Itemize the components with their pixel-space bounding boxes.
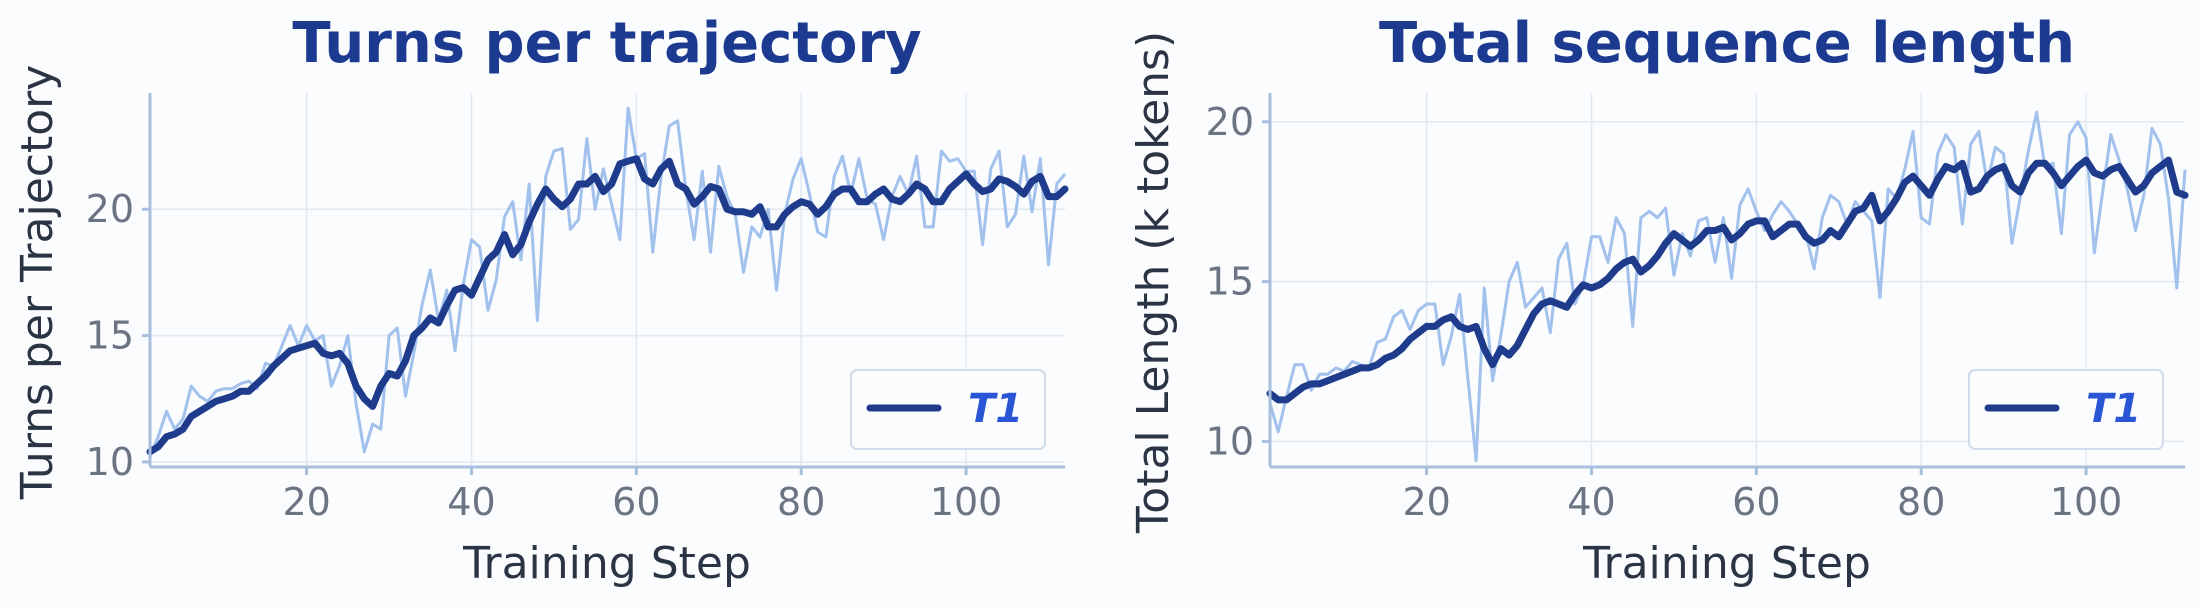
legend-label: T1 [2086,386,2141,432]
x-tick-label: 80 [777,480,825,524]
y-tick-label: 20 [86,187,134,231]
chart-title: Turns per trajectory [292,11,921,76]
x-tick-label: 100 [930,480,1003,524]
x-tick-label: 20 [1402,480,1450,524]
legend: T1 [1968,369,2164,450]
y-tick-label: 15 [1206,260,1254,304]
axes [148,93,1065,469]
y-tick-label: 10 [86,440,134,484]
ticks: 20 40 60 80 100 10 15 20 [1206,100,2123,524]
y-tick-label: 20 [1206,100,1254,144]
y-tick-label: 10 [1206,419,1254,463]
x-axis-label: Training Step [1582,538,1871,589]
ticks: 20 40 60 80 100 10 15 20 [86,187,1003,524]
x-tick-label: 80 [1897,480,1945,524]
chart-turns-per-trajectory: 20 40 60 80 100 10 15 20 Turns per trajectory T… [12,11,1069,589]
legend-box [1968,369,2164,450]
raw-series-line [1268,110,2187,463]
legend-box [850,369,1046,450]
smoothed-series-line [146,155,1069,456]
x-tick-label: 40 [447,480,495,524]
smoothed-series [1266,156,2189,404]
smoothed-series [146,155,1069,456]
x-tick-label: 100 [2050,480,2123,524]
x-tick-label: 60 [1732,480,1780,524]
legend: T1 [850,369,1046,450]
raw-series [1268,110,2187,463]
chart-title: Total sequence length [1379,11,2075,76]
y-axis-label: Turns per Trajectory [12,65,63,501]
x-tick-label: 40 [1567,480,1615,524]
smoothed-series-line [1266,156,2189,404]
axes [1268,93,2185,469]
x-tick-label: 60 [612,480,660,524]
y-tick-label: 15 [86,314,134,358]
x-tick-label: 20 [282,480,330,524]
x-axis-label: Training Step [462,538,751,589]
y-axis-label: Total Length (k tokens) [1128,31,1179,534]
legend-label: T1 [968,386,1023,432]
